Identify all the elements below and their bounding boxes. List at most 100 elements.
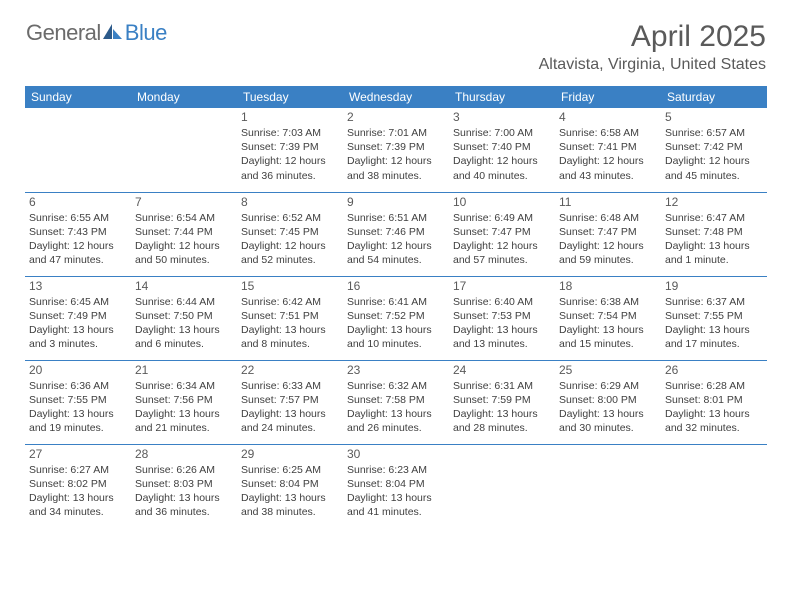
dayname-sunday: Sunday [25, 86, 131, 108]
daylight-line: Daylight: 13 hours [665, 239, 763, 253]
day-cell: 22 Sunrise: 6:33 AMSunset: 7:57 PMDayligh… [237, 360, 343, 444]
daylight-line: and 41 minutes. [347, 505, 445, 519]
day-cell [25, 108, 131, 192]
sunset-line: Sunset: 7:39 PM [241, 140, 339, 154]
sunrise-line: Sunrise: 6:42 AM [241, 295, 339, 309]
daylight-line: and 45 minutes. [665, 169, 763, 183]
daylight-line: and 1 minute. [665, 253, 763, 267]
sunset-line: Sunset: 7:48 PM [665, 225, 763, 239]
dayname-thursday: Thursday [449, 86, 555, 108]
daylight-line: Daylight: 12 hours [559, 239, 657, 253]
day-cell: 8Sunrise: 6:52 AMSunset: 7:45 PMDaylight… [237, 192, 343, 276]
sunrise-line: Sunrise: 6:41 AM [347, 295, 445, 309]
daylight-line: and 30 minutes. [559, 421, 657, 435]
day-number: 9 [347, 195, 445, 209]
sunrise-line: Sunrise: 6:31 AM [453, 379, 551, 393]
day-number: 28 [135, 447, 233, 461]
day-number: 4 [559, 110, 657, 124]
sunrise-line: Sunrise: 6:52 AM [241, 211, 339, 225]
daylight-line: Daylight: 13 hours [29, 491, 127, 505]
day-number: 23 [347, 363, 445, 377]
daylight-line: and 26 minutes. [347, 421, 445, 435]
daylight-line: Daylight: 12 hours [559, 154, 657, 168]
day-number: 12 [665, 195, 763, 209]
sunrise-line: Sunrise: 6:38 AM [559, 295, 657, 309]
sunrise-line: Sunrise: 6:28 AM [665, 379, 763, 393]
logo-text-2: Blue [125, 20, 167, 46]
sunrise-line: Sunrise: 6:27 AM [29, 463, 127, 477]
sunset-line: Sunset: 8:00 PM [559, 393, 657, 407]
sunrise-line: Sunrise: 7:00 AM [453, 126, 551, 140]
daylight-line: Daylight: 13 hours [665, 407, 763, 421]
week-row: 27Sunrise: 6:27 AMSunset: 8:02 PMDayligh… [25, 444, 767, 528]
sunrise-line: Sunrise: 6:58 AM [559, 126, 657, 140]
day-number: 1 [241, 110, 339, 124]
week-row: 13Sunrise: 6:45 AMSunset: 7:49 PMDayligh… [25, 276, 767, 360]
sunset-line: Sunset: 7:45 PM [241, 225, 339, 239]
daylight-line: and 54 minutes. [347, 253, 445, 267]
logo: General Blue [26, 20, 167, 46]
day-number: 30 [347, 447, 445, 461]
day-cell: 6Sunrise: 6:55 AMSunset: 7:43 PMDaylight… [25, 192, 131, 276]
day-cell: 3Sunrise: 7:00 AMSunset: 7:40 PMDaylight… [449, 108, 555, 192]
daylight-line: Daylight: 13 hours [135, 407, 233, 421]
sunrise-line: Sunrise: 6:49 AM [453, 211, 551, 225]
sunset-line: Sunset: 7:57 PM [241, 393, 339, 407]
daylight-line: Daylight: 13 hours [453, 407, 551, 421]
sunset-line: Sunset: 7:55 PM [29, 393, 127, 407]
sunset-line: Sunset: 7:53 PM [453, 309, 551, 323]
daylight-line: and 32 minutes. [665, 421, 763, 435]
day-cell: 13Sunrise: 6:45 AMSunset: 7:49 PMDayligh… [25, 276, 131, 360]
week-row: 1Sunrise: 7:03 AMSunset: 7:39 PMDaylight… [25, 108, 767, 192]
daylight-line: Daylight: 13 hours [347, 491, 445, 505]
sunrise-line: Sunrise: 6:44 AM [135, 295, 233, 309]
sunset-line: Sunset: 7:42 PM [665, 140, 763, 154]
daylight-line: Daylight: 13 hours [559, 407, 657, 421]
sunrise-line: Sunrise: 6:57 AM [665, 126, 763, 140]
sunset-line: Sunset: 7:55 PM [665, 309, 763, 323]
daylight-line: Daylight: 12 hours [347, 239, 445, 253]
day-number: 22 [241, 363, 339, 377]
sunset-line: Sunset: 7:41 PM [559, 140, 657, 154]
day-cell [131, 108, 237, 192]
week-row: 20Sunrise: 6:36 AMSunset: 7:55 PMDayligh… [25, 360, 767, 444]
dayname-friday: Friday [555, 86, 661, 108]
daylight-line: and 10 minutes. [347, 337, 445, 351]
day-number: 11 [559, 195, 657, 209]
sunset-line: Sunset: 7:47 PM [559, 225, 657, 239]
sunrise-line: Sunrise: 6:47 AM [665, 211, 763, 225]
header: General Blue April 2025 Altavista, Virgi… [0, 0, 792, 80]
day-cell: 17Sunrise: 6:40 AMSunset: 7:53 PMDayligh… [449, 276, 555, 360]
sunset-line: Sunset: 7:59 PM [453, 393, 551, 407]
daylight-line: Daylight: 13 hours [347, 407, 445, 421]
day-cell: 27Sunrise: 6:27 AMSunset: 8:02 PMDayligh… [25, 444, 131, 528]
daylight-line: and 3 minutes. [29, 337, 127, 351]
day-cell: 24Sunrise: 6:31 AMSunset: 7:59 PMDayligh… [449, 360, 555, 444]
logo-text-1: General [26, 20, 101, 46]
daylight-line: Daylight: 13 hours [29, 407, 127, 421]
daylight-line: and 38 minutes. [347, 169, 445, 183]
sunrise-line: Sunrise: 6:33 AM [241, 379, 339, 393]
sunrise-line: Sunrise: 7:01 AM [347, 126, 445, 140]
sunrise-line: Sunrise: 6:26 AM [135, 463, 233, 477]
week-row: 6Sunrise: 6:55 AMSunset: 7:43 PMDaylight… [25, 192, 767, 276]
day-cell [555, 444, 661, 528]
day-number: 2 [347, 110, 445, 124]
dayname-monday: Monday [131, 86, 237, 108]
daylight-line: Daylight: 13 hours [135, 491, 233, 505]
daylight-line: Daylight: 13 hours [665, 323, 763, 337]
day-number: 15 [241, 279, 339, 293]
daylight-line: and 8 minutes. [241, 337, 339, 351]
sunrise-line: Sunrise: 6:25 AM [241, 463, 339, 477]
dayname-wednesday: Wednesday [343, 86, 449, 108]
title-block: April 2025 Altavista, Virginia, United S… [539, 20, 766, 74]
day-header-row: Sunday Monday Tuesday Wednesday Thursday… [25, 86, 767, 108]
day-cell: 5Sunrise: 6:57 AMSunset: 7:42 PMDaylight… [661, 108, 767, 192]
day-cell: 29Sunrise: 6:25 AMSunset: 8:04 PMDayligh… [237, 444, 343, 528]
daylight-line: Daylight: 12 hours [29, 239, 127, 253]
day-cell: 2Sunrise: 7:01 AMSunset: 7:39 PMDaylight… [343, 108, 449, 192]
day-cell: 19Sunrise: 6:37 AMSunset: 7:55 PMDayligh… [661, 276, 767, 360]
daylight-line: Daylight: 13 hours [241, 407, 339, 421]
daylight-line: Daylight: 12 hours [135, 239, 233, 253]
daylight-line: Daylight: 12 hours [347, 154, 445, 168]
